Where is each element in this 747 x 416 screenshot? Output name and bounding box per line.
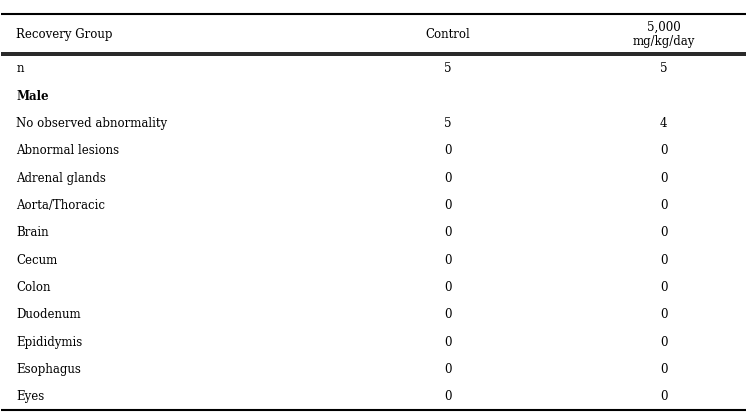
Text: 0: 0: [660, 363, 668, 376]
Text: 0: 0: [660, 254, 668, 267]
Text: Aorta/Thoracic: Aorta/Thoracic: [16, 199, 105, 212]
Text: Eyes: Eyes: [16, 390, 45, 403]
Text: 0: 0: [444, 226, 452, 239]
Text: Colon: Colon: [16, 281, 51, 294]
Text: Control: Control: [426, 28, 471, 41]
Text: 0: 0: [444, 390, 452, 403]
Text: Esophagus: Esophagus: [16, 363, 81, 376]
Text: 0: 0: [444, 144, 452, 157]
Text: 0: 0: [660, 281, 668, 294]
Text: 0: 0: [444, 199, 452, 212]
Text: 0: 0: [444, 363, 452, 376]
Text: Epididymis: Epididymis: [16, 336, 82, 349]
Text: 0: 0: [444, 172, 452, 185]
Text: 5,000
mg/kg/day: 5,000 mg/kg/day: [633, 20, 695, 48]
Text: Brain: Brain: [16, 226, 49, 239]
Text: 0: 0: [660, 226, 668, 239]
Text: No observed abnormality: No observed abnormality: [16, 117, 167, 130]
Text: Male: Male: [16, 89, 49, 103]
Text: 5: 5: [444, 117, 452, 130]
Text: Duodenum: Duodenum: [16, 308, 81, 321]
Text: 5: 5: [660, 62, 668, 75]
Text: 0: 0: [660, 390, 668, 403]
Text: Recovery Group: Recovery Group: [16, 28, 113, 41]
Text: 0: 0: [444, 308, 452, 321]
Text: 0: 0: [660, 172, 668, 185]
Text: 0: 0: [660, 308, 668, 321]
Text: 0: 0: [444, 254, 452, 267]
Text: 0: 0: [660, 336, 668, 349]
Text: n: n: [16, 62, 24, 75]
Text: 0: 0: [444, 281, 452, 294]
Text: Abnormal lesions: Abnormal lesions: [16, 144, 120, 157]
Text: 5: 5: [444, 62, 452, 75]
Text: 0: 0: [444, 336, 452, 349]
Text: 4: 4: [660, 117, 668, 130]
Text: Adrenal glands: Adrenal glands: [16, 172, 106, 185]
Text: 0: 0: [660, 199, 668, 212]
Text: 0: 0: [660, 144, 668, 157]
Text: Cecum: Cecum: [16, 254, 58, 267]
